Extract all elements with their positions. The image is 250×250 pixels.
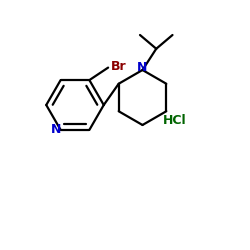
Text: HCl: HCl: [163, 114, 187, 126]
Text: Br: Br: [111, 60, 127, 73]
Text: N: N: [51, 124, 61, 136]
Text: N: N: [137, 60, 148, 74]
